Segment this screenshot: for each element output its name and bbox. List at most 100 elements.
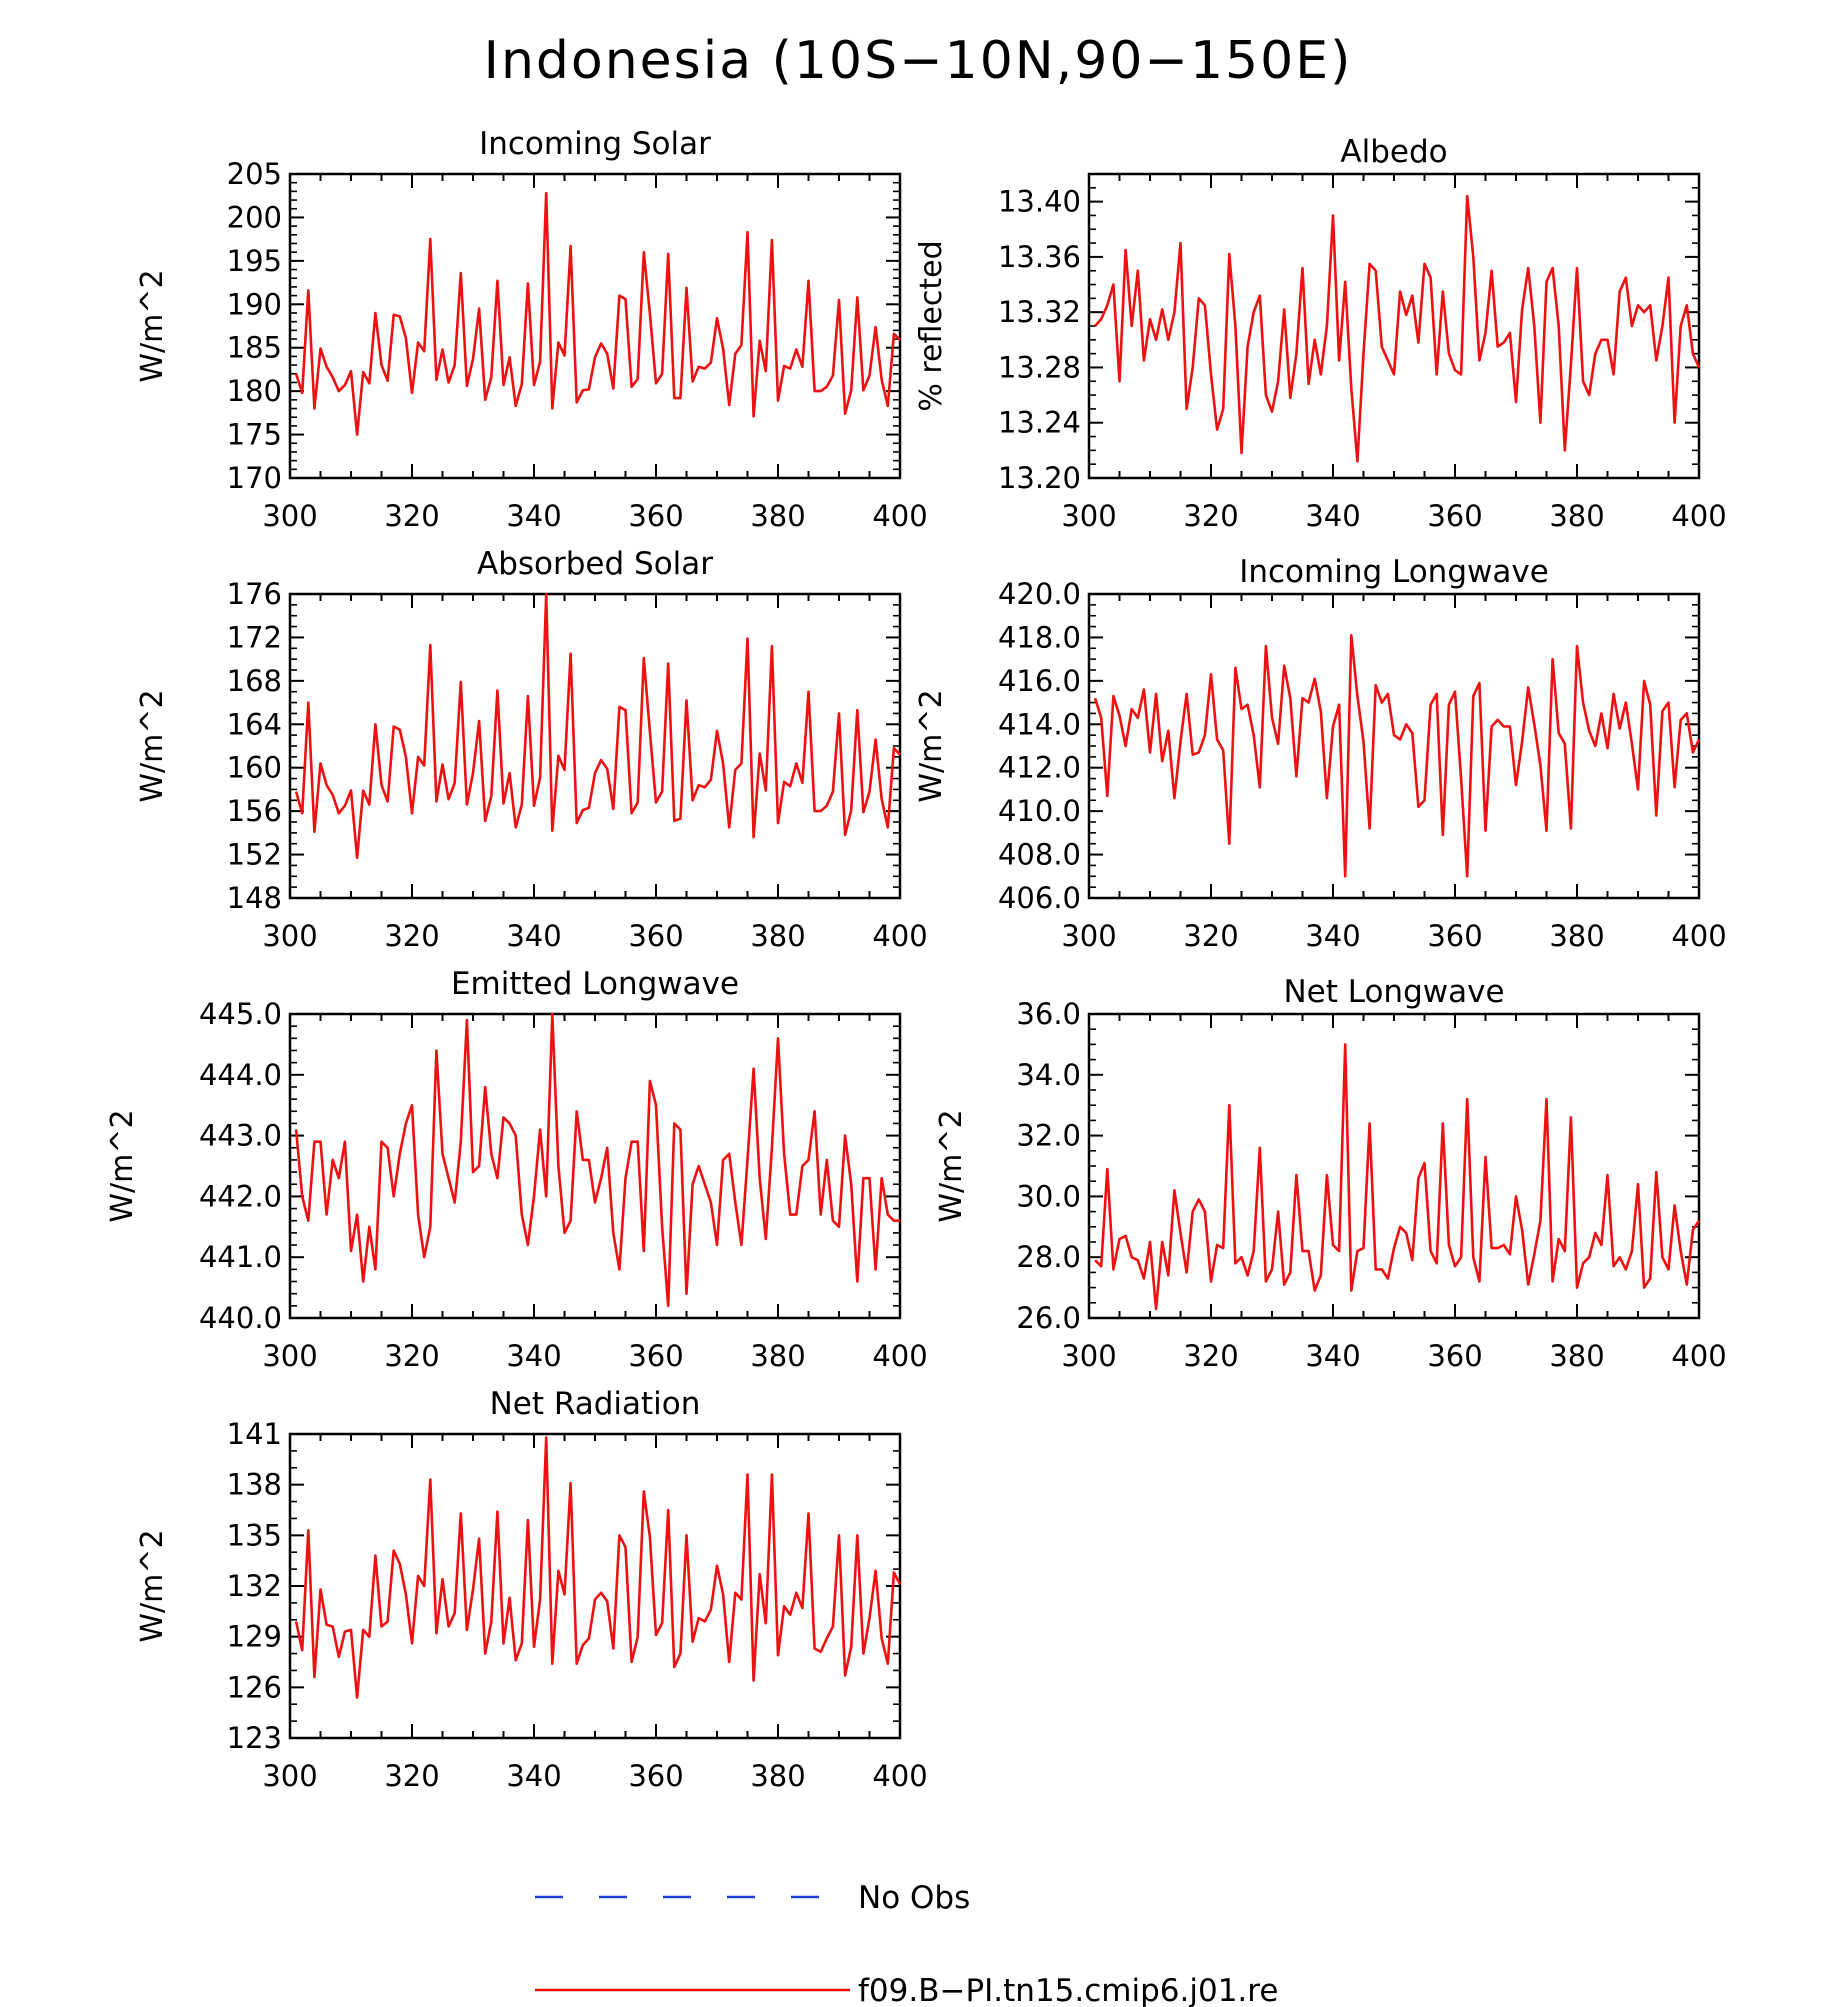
x-tick-label: 300: [1061, 499, 1116, 533]
panel-title: Incoming Solar: [479, 126, 711, 162]
x-tick-label: 380: [750, 1339, 805, 1373]
y-tick-label: 180: [227, 374, 282, 408]
y-tick-label: 13.40: [998, 185, 1081, 219]
x-tick-label: 300: [262, 499, 317, 533]
x-tick-label: 300: [262, 1339, 317, 1373]
plot-frame: [288, 592, 902, 900]
y-tick-label: 126: [227, 1670, 282, 1704]
x-tick-label: 340: [1305, 1339, 1360, 1373]
series-line: [1094, 194, 1701, 463]
y-tick-label: 410.0: [998, 794, 1081, 828]
panel-emitted-longwave: Emitted Longwave 300 320 340 360 380 400 440.0 4…: [105, 966, 928, 1373]
y-tick-label: 156: [227, 794, 282, 828]
y-tick-label: 13.28: [998, 350, 1081, 384]
x-tick-label: 300: [262, 1759, 317, 1793]
panel-albedo: Albedo 300 320 340 360 380 400 13.20 13.24 13.28 1…: [914, 134, 1727, 533]
y-tick-label: 414.0: [998, 707, 1081, 741]
y-axis-label: % reflected: [914, 240, 949, 411]
y-axis-label: W/m^2: [135, 1529, 170, 1642]
panel-title: Net Radiation: [490, 1386, 701, 1422]
panel-title: Emitted Longwave: [451, 966, 739, 1002]
x-tick-label: 360: [628, 499, 683, 533]
y-tick-label: 138: [227, 1468, 282, 1502]
x-tick-label: 360: [1427, 499, 1482, 533]
x-tick-label: 340: [506, 1759, 561, 1793]
y-axis-label: W/m^2: [934, 1109, 969, 1222]
legend-label-no-obs: No Obs: [858, 1880, 970, 1916]
panel-net-radiation: Net Radiation 300 320 340 360 380 400 123 126 129…: [135, 1386, 928, 1793]
y-tick-label: 441.0: [199, 1240, 282, 1274]
y-tick-label: 30.0: [1016, 1179, 1081, 1213]
x-tick-label: 360: [1427, 919, 1482, 953]
y-tick-label: 160: [227, 751, 282, 785]
y-tick-label: 443.0: [199, 1119, 282, 1153]
y-tick-label: 195: [227, 244, 282, 278]
x-tick-label: 400: [872, 1759, 927, 1793]
y-tick-label: 406.0: [998, 881, 1081, 915]
y-tick-label: 34.0: [1016, 1058, 1081, 1092]
series-line: [294, 191, 901, 436]
y-tick-label: 442.0: [199, 1179, 282, 1213]
x-tick-label: 320: [1183, 1339, 1238, 1373]
y-tick-label: 164: [227, 707, 282, 741]
y-axis-label: W/m^2: [914, 689, 949, 802]
y-tick-label: 172: [227, 620, 282, 654]
x-tick-label: 300: [262, 919, 317, 953]
x-tick-label: 400: [872, 1339, 927, 1373]
series-line: [294, 592, 901, 860]
y-tick-label: 13.20: [998, 461, 1081, 495]
plot-frame: [288, 172, 902, 480]
figure-title: Indonesia (10S−10N,90−150E): [484, 31, 1353, 91]
x-tick-label: 320: [384, 1759, 439, 1793]
x-tick-label: 400: [1671, 499, 1726, 533]
x-tick-label: 360: [628, 919, 683, 953]
y-tick-label: 123: [227, 1721, 282, 1755]
x-tick-label: 380: [750, 499, 805, 533]
x-tick-label: 340: [1305, 499, 1360, 533]
y-tick-label: 176: [227, 577, 282, 611]
y-tick-label: 36.0: [1016, 997, 1081, 1031]
x-tick-label: 340: [506, 499, 561, 533]
y-tick-label: 444.0: [199, 1058, 282, 1092]
series-line: [294, 1012, 900, 1308]
panel-incoming-solar: Incoming Solar 300 320 340 360 380 400 170 175 18…: [135, 126, 928, 533]
plot-frame: [1087, 1012, 1701, 1320]
x-tick-label: 320: [384, 919, 439, 953]
x-tick-label: 380: [1549, 919, 1604, 953]
x-tick-label: 360: [628, 1759, 683, 1793]
plot-frame: [288, 1432, 902, 1740]
x-tick-label: 380: [750, 1759, 805, 1793]
series-line: [294, 1436, 902, 1699]
y-tick-label: 412.0: [998, 751, 1081, 785]
y-tick-label: 416.0: [998, 664, 1081, 698]
x-tick-label: 340: [506, 1339, 561, 1373]
y-tick-label: 170: [227, 461, 282, 495]
y-tick-label: 13.36: [998, 240, 1081, 274]
y-tick-label: 200: [227, 200, 282, 234]
x-tick-label: 320: [384, 499, 439, 533]
panel-title: Albedo: [1340, 134, 1447, 170]
x-tick-label: 400: [1671, 919, 1726, 953]
y-tick-label: 420.0: [998, 577, 1081, 611]
x-tick-label: 320: [384, 1339, 439, 1373]
legend-label-model-run: f09.B−PI.tn15.cmip6.j01.re: [858, 1973, 1278, 2007]
y-tick-label: 190: [227, 287, 282, 321]
y-tick-label: 135: [227, 1518, 282, 1552]
y-tick-label: 185: [227, 331, 282, 365]
y-tick-label: 168: [227, 664, 282, 698]
x-tick-label: 400: [872, 919, 927, 953]
y-tick-label: 408.0: [998, 838, 1081, 872]
panel-title: Net Longwave: [1283, 974, 1504, 1010]
x-tick-label: 380: [750, 919, 805, 953]
panel-net-longwave: Net Longwave 300 320 340 360 380 400 26.0 28.0 30…: [934, 974, 1727, 1373]
y-tick-label: 32.0: [1016, 1119, 1081, 1153]
y-tick-label: 13.32: [998, 295, 1081, 329]
panel-absorbed-solar: Absorbed Solar 300 320 340 360 380 400 148 152 15…: [135, 546, 928, 953]
chart-panels: Incoming Solar 300 320 340 360 380 400 170 175 18…: [105, 126, 1727, 1793]
panel-title: Incoming Longwave: [1239, 554, 1549, 590]
x-tick-label: 340: [1305, 919, 1360, 953]
y-tick-label: 175: [227, 418, 282, 452]
y-axis-label: W/m^2: [105, 1109, 140, 1222]
x-tick-label: 380: [1549, 1339, 1604, 1373]
